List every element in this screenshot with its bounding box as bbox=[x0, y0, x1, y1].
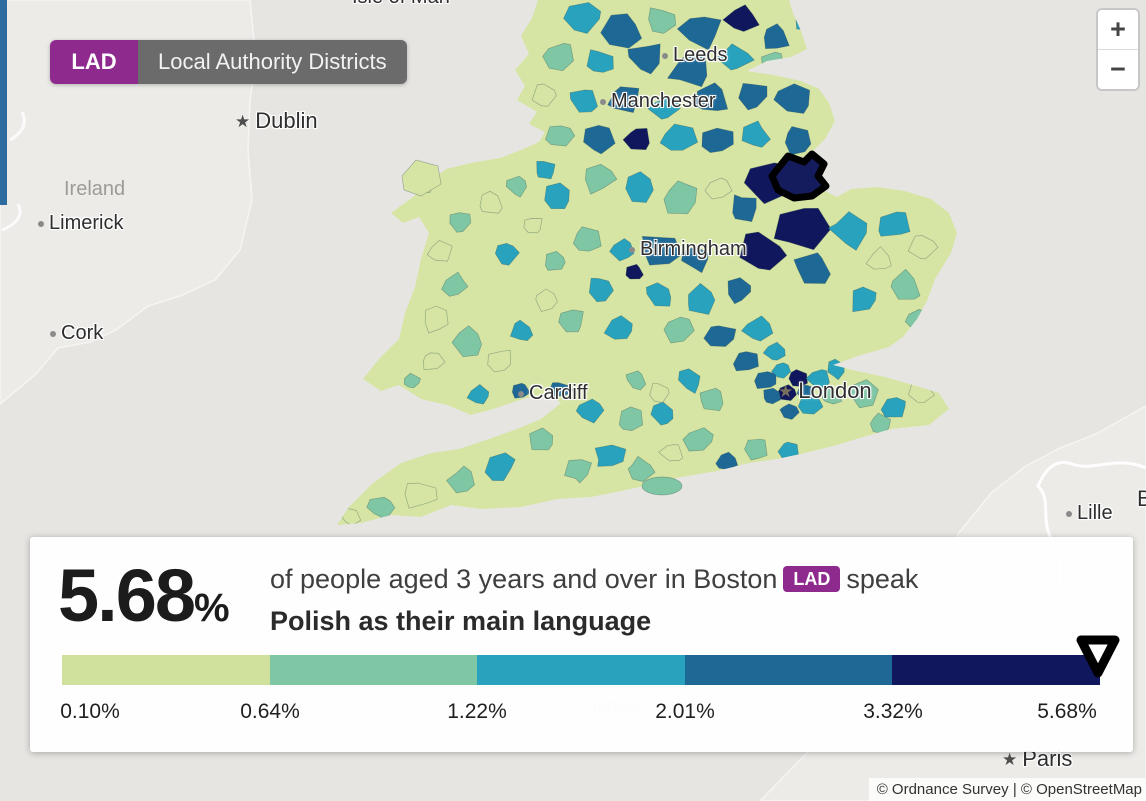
legend-position-marker-icon bbox=[1076, 635, 1120, 678]
sentence-subject: Polish as their main language bbox=[270, 605, 652, 636]
zoom-out-button[interactable]: − bbox=[1098, 50, 1138, 89]
statistic-unit: % bbox=[194, 586, 230, 630]
legend-color-segment bbox=[684, 655, 893, 685]
city-dot-icon bbox=[38, 220, 44, 227]
city-label-birmingham: Birmingham bbox=[629, 238, 747, 261]
city-name: Limerick bbox=[49, 212, 124, 234]
sea-border-line bbox=[1, 111, 26, 232]
city-label-cardiff: Cardiff bbox=[518, 382, 588, 405]
map-zoom-control: + − bbox=[1096, 8, 1140, 91]
country-label-ireland: Ireland bbox=[64, 178, 125, 201]
city-dot-icon bbox=[629, 246, 635, 253]
island-name: Isle of Man bbox=[352, 0, 450, 9]
city-name: Dublin bbox=[255, 108, 318, 133]
legend-color-segment bbox=[892, 655, 1100, 685]
city-name: Cork bbox=[61, 322, 104, 344]
area-type-code-badge[interactable]: LAD bbox=[50, 40, 138, 84]
city-dot-icon bbox=[662, 52, 668, 59]
legend-tick: 2.01% bbox=[655, 700, 715, 723]
city-star-icon: ★ bbox=[778, 381, 794, 401]
city-label-dublin: ★ Dublin bbox=[235, 108, 318, 134]
anglesey-island bbox=[401, 159, 442, 197]
sentence-before: of people aged 3 years and over in Bosto… bbox=[270, 564, 778, 594]
city-dot-icon bbox=[600, 98, 606, 105]
statistic-value: 5.68% bbox=[58, 559, 230, 633]
ireland-landmass bbox=[0, 0, 257, 405]
city-name: Lille bbox=[1077, 502, 1113, 524]
area-type-label: Local Authority Districts bbox=[138, 40, 407, 84]
area-type-chip[interactable]: LAD Local Authority Districts bbox=[50, 40, 407, 84]
district-polygons[interactable] bbox=[342, 2, 939, 526]
city-name: B bbox=[1137, 486, 1146, 511]
legend-tick: 5.68% bbox=[1037, 700, 1097, 723]
legend-tick: 3.32% bbox=[863, 700, 923, 723]
statistic-number: 5.68 bbox=[58, 554, 196, 637]
city-name: Leeds bbox=[673, 44, 728, 66]
lad-inline-badge: LAD bbox=[783, 566, 841, 592]
city-name: Manchester bbox=[611, 90, 716, 112]
city-label-brussels-cut: B bbox=[1137, 486, 1146, 512]
left-edge-panel-strip bbox=[0, 0, 7, 205]
city-label-manchester: Manchester bbox=[600, 90, 716, 113]
city-label-limerick: Limerick bbox=[38, 212, 123, 235]
legend-color-segment bbox=[62, 655, 270, 685]
city-star-icon: ★ bbox=[235, 111, 251, 131]
legend-color-scale bbox=[62, 655, 1100, 685]
city-name: Birmingham bbox=[640, 238, 747, 260]
city-name: Cardiff bbox=[529, 382, 588, 404]
city-label-cork: Cork bbox=[50, 322, 103, 345]
legend-color-segment bbox=[477, 655, 685, 685]
legend-color-segment bbox=[269, 655, 478, 685]
legend-tick: 1.22% bbox=[447, 700, 507, 723]
zoom-in-button[interactable]: + bbox=[1098, 10, 1138, 50]
map-attribution[interactable]: © Ordnance Survey | © OpenStreetMap bbox=[868, 778, 1146, 801]
island-label-isle-of-man: Isle of Man bbox=[352, 0, 450, 9]
sentence-after: speak bbox=[846, 564, 919, 594]
city-name: London bbox=[798, 378, 872, 403]
legend-tick-labels: 0.10% 0.64% 1.22% 2.01% 3.32% 5.68% bbox=[60, 700, 1100, 730]
statistic-sentence: of people aged 3 years and over in Bosto… bbox=[270, 559, 918, 643]
legend-tick: 0.10% bbox=[60, 700, 120, 723]
city-label-london: ★ London bbox=[778, 378, 872, 404]
city-dot-icon bbox=[518, 390, 524, 397]
isle-of-wight-island bbox=[641, 476, 683, 496]
city-label-leeds: Leeds bbox=[662, 44, 728, 67]
country-name: Ireland bbox=[64, 178, 126, 200]
selected-district-boston[interactable] bbox=[768, 150, 830, 202]
legend-tick: 0.64% bbox=[240, 700, 300, 723]
city-dot-icon bbox=[50, 330, 56, 337]
city-star-icon: ★ bbox=[1002, 749, 1018, 769]
statistic-info-panel: 5.68% of people aged 3 years and over in… bbox=[30, 537, 1133, 752]
city-dot-icon bbox=[1066, 510, 1072, 517]
city-label-lille: Lille bbox=[1066, 502, 1113, 525]
